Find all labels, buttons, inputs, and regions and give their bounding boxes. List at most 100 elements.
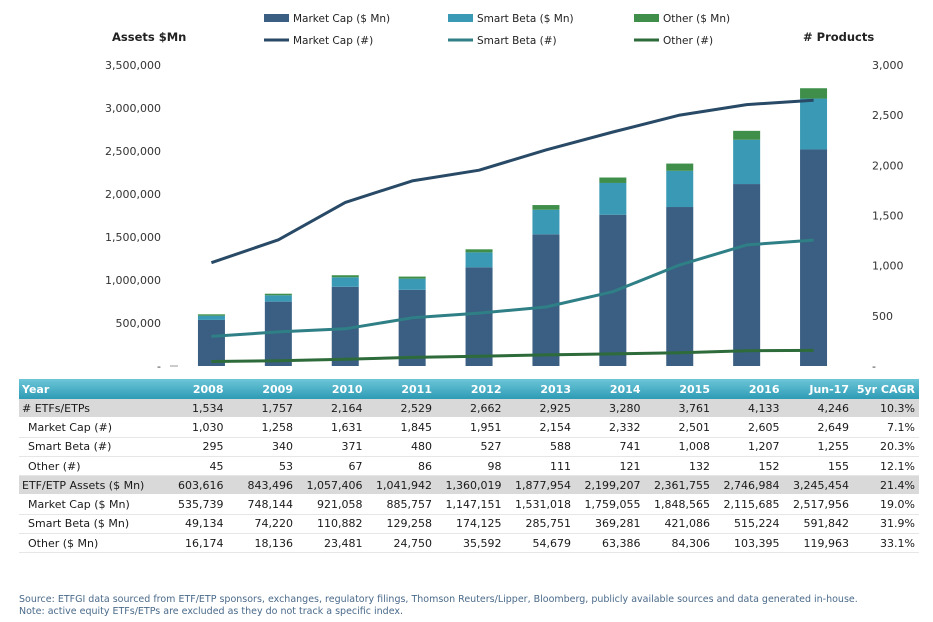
left-tick-label: 500,000 [116,317,162,330]
table-cell: 1,534 [158,399,228,419]
table-cell: 1,877,954 [505,475,575,496]
table-row: Smart Beta ($ Mn) 49,134 74,220 110,882 129,… [19,514,919,535]
table-cell: 1,951 [436,417,506,438]
header-cell: 2009 [227,379,297,399]
table-cell: 23,481 [297,533,367,554]
table-row: Other ($ Mn) 16,174 18,136 23,481 24,750 35,5… [19,533,919,554]
bar-smart-2016 [733,139,761,185]
header-cell: 2016 [714,379,784,399]
table-cell: 16,174 [158,533,228,554]
header-cell: 2011 [366,379,436,399]
table-cell: 33.1% [853,533,919,554]
right-tick-label: 2,000 [872,159,904,172]
table-cell: 1,258 [227,417,297,438]
bar-market-2013 [532,234,560,366]
row-label: Market Cap ($ Mn) [19,494,158,515]
table-cell: 98 [436,456,506,477]
table-cell: 35,592 [436,533,506,554]
row-label: Smart Beta (#) [19,437,158,457]
right-axis-title: # Products [803,30,874,44]
table-cell: 103,395 [714,533,784,554]
table-header-row: Year 2008 2009 2010 2011 2012 2013 2014 2015 2016… [19,379,919,399]
table-cell: 3,280 [575,399,645,419]
left-tick-label: 3,500,000 [105,59,161,72]
table-cell: 19.0% [853,494,919,515]
row-label: Other (#) [19,456,158,477]
bar-market-2015 [666,207,694,366]
right-tick-label: 2,500 [872,109,904,122]
right-tick-label: 500 [872,310,893,323]
table-row: Smart Beta (#) 295 340 371 480 527 588 741 1,008… [19,437,919,457]
bar-other-2012 [465,249,493,253]
left-tick-label: 2,000,000 [105,188,161,201]
table-cell: 1,255 [783,437,853,457]
right-tick-label: 1,500 [872,210,904,223]
table-cell: 2,361,755 [644,475,714,496]
table-cell: 31.9% [853,514,919,535]
table-cell: 121 [575,456,645,477]
table-cell: 119,963 [783,533,853,554]
table-cell: 174,125 [436,514,506,535]
legend-label: Market Cap ($ Mn) [293,13,390,25]
table-cell: 527 [436,437,506,457]
table-cell: 1,147,151 [436,494,506,515]
bar-other-2008 [197,314,225,316]
table-cell: 591,842 [783,514,853,535]
line-other-products [211,348,814,363]
table-cell: 1,845 [366,417,436,438]
table-cell: 152 [714,456,784,477]
bar-other-2014 [599,177,627,183]
header-cell: Jun-17 [783,379,853,399]
table-cell: 1,041,942 [366,475,436,496]
right-tick-label: 1,000 [872,260,904,273]
header-cell: 2015 [644,379,714,399]
row-label: Other ($ Mn) [19,533,158,554]
legend-label: Smart Beta ($ Mn) [477,13,574,25]
table-cell: 2,332 [575,417,645,438]
header-cell: 2012 [436,379,506,399]
right-tick-label: - [872,360,876,373]
table-cell: 2,529 [366,399,436,419]
table-cell: 67 [297,456,367,477]
bar-smart-2008 [197,315,225,320]
table-cell: 7.1% [853,417,919,438]
bar-other-2015 [666,163,694,171]
table-row: Market Cap ($ Mn) 535,739 748,144 921,058 88… [19,494,919,515]
table-cell: 843,496 [227,475,297,496]
source-line: Source: ETFGI data sourced from ETF/ETP … [19,594,858,605]
table-cell: 2,925 [505,399,575,419]
bar-smart-Jun-17 [800,98,828,150]
table-cell: 2,115,685 [714,494,784,515]
table-cell: 2,662 [436,399,506,419]
bar-market-2012 [465,267,493,366]
table-cell: 4,133 [714,399,784,419]
header-cell: 2013 [505,379,575,399]
table-cell: 63,386 [575,533,645,554]
table-cell: 12.1% [853,456,919,477]
bar-other-2016 [733,130,761,140]
left-tick-label: 2,500,000 [105,145,161,158]
table-row: ETF/ETP Assets ($ Mn) 603,616 843,496 1,057… [19,475,919,496]
table-cell: 340 [227,437,297,457]
table-cell: 2,517,956 [783,494,853,515]
header-cell: Year [19,379,158,399]
table-cell: 2,501 [644,417,714,438]
table-cell: 129,258 [366,514,436,535]
table-cell: 2,605 [714,417,784,438]
bar-market-2016 [733,184,761,366]
bar-smart-2010 [331,277,359,287]
bar-other-2010 [331,275,359,278]
table-cell: 480 [366,437,436,457]
table-cell: 20.3% [853,437,919,457]
legend-label: Smart Beta (#) [477,35,557,47]
bar-market-2011 [398,289,426,366]
table-cell: 421,086 [644,514,714,535]
bar-other-Jun-17 [800,88,828,99]
table-cell: 1,757 [227,399,297,419]
note-line: Note: active equity ETFs/ETPs are exclud… [19,606,404,617]
legend-swatch [264,14,289,22]
table-row: Market Cap (#) 1,030 1,258 1,631 1,845 1,951 2… [19,417,919,438]
left-axis-title: Assets $Mn [112,30,186,44]
table-cell: 53 [227,456,297,477]
table-cell: 371 [297,437,367,457]
